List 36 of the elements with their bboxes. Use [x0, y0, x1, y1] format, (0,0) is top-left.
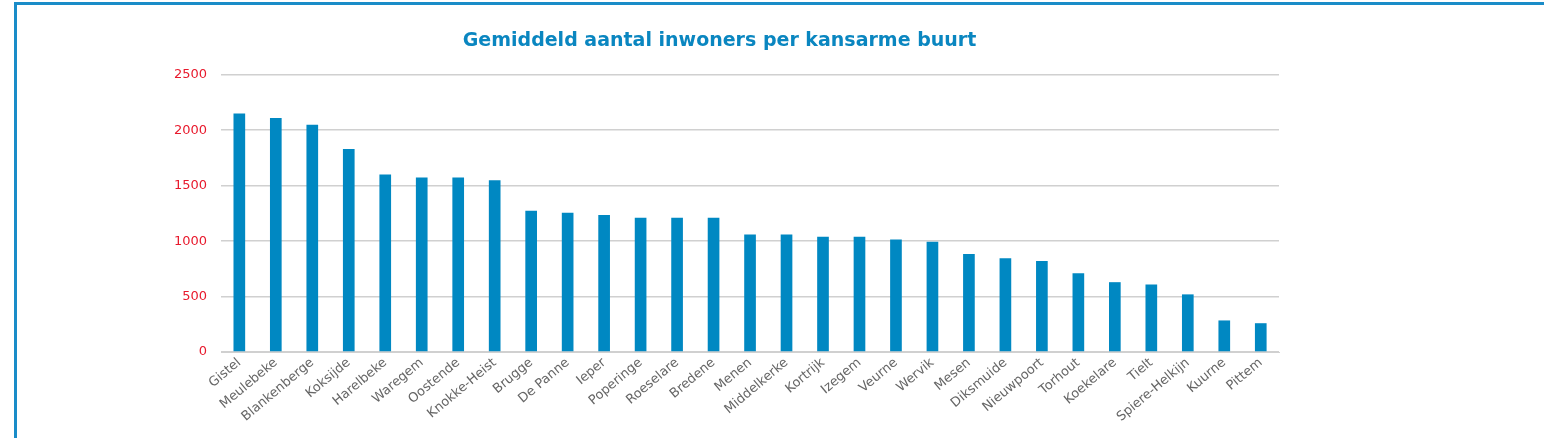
y-tick-label: 2000: [173, 121, 208, 137]
bar: [379, 174, 392, 352]
bar: [780, 234, 793, 352]
bar: [744, 234, 756, 352]
chart-title: Gemiddeld aantal inwoners per kansarme buurt: [462, 28, 977, 51]
bar: [561, 212, 574, 352]
bar: [1109, 282, 1121, 352]
bar: [488, 180, 501, 352]
bar: [707, 217, 720, 352]
bar: [525, 210, 537, 352]
y-tick-label: 0: [198, 343, 208, 359]
bar: [926, 241, 939, 352]
bar: [306, 124, 319, 352]
bar: [269, 118, 282, 352]
bar: [1254, 323, 1267, 352]
bar: [233, 113, 246, 352]
bar: [415, 177, 428, 352]
bar: [963, 253, 975, 352]
bar: [598, 215, 610, 352]
bar: [1218, 320, 1231, 352]
bar: [671, 217, 683, 352]
bar: [634, 217, 647, 352]
bar: [817, 236, 829, 352]
bar: [999, 258, 1012, 352]
y-tick-label: 1000: [173, 232, 208, 248]
bar: [853, 236, 866, 352]
y-tick-label: 500: [182, 287, 208, 303]
bar: [1036, 261, 1048, 352]
bar: [1072, 273, 1085, 352]
bar: [890, 239, 902, 352]
y-tick-label: 2500: [173, 66, 208, 82]
bar: [1181, 294, 1194, 352]
bar: [342, 149, 355, 352]
y-tick-label: 1500: [173, 177, 208, 193]
bar: [1145, 284, 1158, 352]
bar: [452, 177, 465, 352]
